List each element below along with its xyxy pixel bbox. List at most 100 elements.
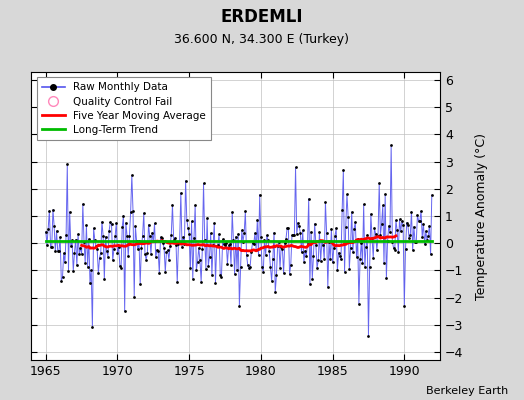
Point xyxy=(50,223,58,229)
Point xyxy=(377,221,386,228)
Point xyxy=(197,278,205,285)
Y-axis label: Temperature Anomaly (°C): Temperature Anomaly (°C) xyxy=(475,132,487,300)
Point xyxy=(222,240,231,246)
Point xyxy=(96,249,105,256)
Point xyxy=(311,220,319,227)
Point xyxy=(133,238,141,244)
Point xyxy=(368,234,376,241)
Point xyxy=(427,251,435,258)
Point xyxy=(398,218,406,224)
Point xyxy=(201,237,209,244)
Point xyxy=(359,201,368,208)
Point xyxy=(231,271,239,278)
Point xyxy=(119,212,128,219)
Point xyxy=(384,238,392,244)
Point xyxy=(156,234,165,240)
Point xyxy=(135,238,143,244)
Point xyxy=(295,223,303,230)
Point xyxy=(91,236,99,243)
Point xyxy=(331,232,339,239)
Point xyxy=(236,264,245,270)
Point xyxy=(105,228,113,234)
Point xyxy=(173,279,181,286)
Point xyxy=(343,191,351,198)
Point xyxy=(171,235,179,241)
Point xyxy=(320,256,329,262)
Point xyxy=(258,264,266,271)
Point xyxy=(313,265,321,271)
Point xyxy=(312,241,320,248)
Point xyxy=(66,209,74,215)
Point xyxy=(276,265,284,271)
Point xyxy=(405,235,413,241)
Point xyxy=(252,246,260,253)
Point xyxy=(422,228,430,234)
Point xyxy=(179,234,188,240)
Point xyxy=(354,236,362,242)
Point xyxy=(104,254,112,260)
Point xyxy=(259,268,267,275)
Point xyxy=(324,284,332,290)
Point xyxy=(49,206,57,213)
Point xyxy=(162,248,171,255)
Point xyxy=(194,245,203,251)
Point xyxy=(204,263,213,269)
Point xyxy=(69,268,78,274)
Point xyxy=(392,217,400,224)
Point xyxy=(270,229,278,236)
Point xyxy=(301,248,309,254)
Point xyxy=(373,247,381,253)
Text: 36.600 N, 34.300 E (Turkey): 36.600 N, 34.300 E (Turkey) xyxy=(174,33,350,46)
Point xyxy=(217,274,226,280)
Point xyxy=(314,257,322,264)
Point xyxy=(245,265,253,271)
Point xyxy=(106,219,115,225)
Point xyxy=(84,236,93,242)
Point xyxy=(54,248,63,254)
Point xyxy=(79,201,87,207)
Point xyxy=(234,231,243,237)
Point xyxy=(138,233,147,239)
Text: ERDEMLI: ERDEMLI xyxy=(221,8,303,26)
Point xyxy=(94,270,103,276)
Point xyxy=(294,220,302,226)
Point xyxy=(147,251,155,257)
Point xyxy=(159,240,167,246)
Point xyxy=(143,250,151,256)
Point xyxy=(379,202,387,209)
Point xyxy=(95,255,104,261)
Point xyxy=(381,191,389,198)
Point xyxy=(214,242,222,248)
Point xyxy=(264,237,272,244)
Point xyxy=(224,242,233,248)
Point xyxy=(322,230,331,236)
Point xyxy=(191,202,199,208)
Point xyxy=(100,276,108,282)
Point xyxy=(332,225,341,232)
Point xyxy=(308,276,316,282)
Point xyxy=(416,218,424,224)
Point xyxy=(244,262,252,268)
Point xyxy=(172,242,180,248)
Point xyxy=(367,211,375,217)
Point xyxy=(304,196,313,202)
Point xyxy=(154,248,162,254)
Point xyxy=(349,249,357,255)
Point xyxy=(101,233,110,240)
Point xyxy=(358,260,367,266)
Point xyxy=(128,172,136,178)
Point xyxy=(410,223,418,230)
Point xyxy=(339,167,347,173)
Point xyxy=(208,272,216,278)
Point xyxy=(45,208,53,214)
Point xyxy=(316,258,325,264)
Point xyxy=(300,258,308,265)
Point xyxy=(176,239,184,245)
Point xyxy=(302,252,311,259)
Point xyxy=(137,244,146,251)
Point xyxy=(417,208,425,214)
Point xyxy=(205,253,214,260)
Point xyxy=(81,260,90,266)
Point xyxy=(145,221,153,228)
Point xyxy=(165,256,173,263)
